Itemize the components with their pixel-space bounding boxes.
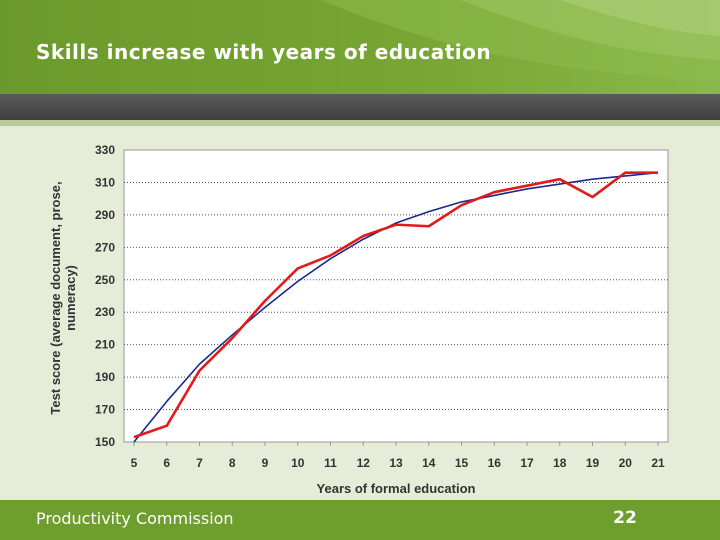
footer-organization: Productivity Commission	[36, 509, 234, 528]
x-tick-label: 5	[131, 456, 138, 470]
x-tick-label: 17	[520, 456, 534, 470]
y-tick-label: 330	[95, 143, 115, 157]
y-tick-label: 150	[95, 435, 115, 449]
x-tick-label: 18	[553, 456, 567, 470]
slide-header: Skills increase with years of education	[0, 0, 720, 94]
x-tick-label: 21	[651, 456, 665, 470]
x-tick-label: 20	[619, 456, 633, 470]
slide-footer: Productivity Commission 22	[0, 500, 720, 540]
actual-series-line	[133, 171, 658, 439]
y-tick-label: 190	[95, 370, 115, 384]
plot-area	[123, 149, 669, 443]
y-axis-label-line-2: numeracy)	[63, 265, 78, 331]
header-divider-band	[0, 94, 720, 120]
y-tick-label: 210	[95, 338, 115, 352]
slide-title: Skills increase with years of education	[36, 40, 492, 64]
header-swoosh-decoration	[320, 0, 720, 82]
header-divider-stripe	[0, 120, 720, 126]
x-tick-label: 14	[422, 456, 436, 470]
y-tick-label: 270	[95, 240, 115, 254]
x-tick-label: 10	[291, 456, 305, 470]
x-tick-label: 12	[357, 456, 371, 470]
line-chart: 150 170 190 210 230 250 270 290 310 330 5 6 7 8 9 10 11…	[48, 143, 669, 496]
x-tick-label: 15	[455, 456, 469, 470]
x-tick-label: 13	[389, 456, 403, 470]
y-tick-label: 310	[95, 175, 115, 189]
page-number: 22	[613, 508, 637, 528]
x-tick-label: 6	[163, 456, 170, 470]
x-tick-label: 16	[488, 456, 502, 470]
x-tick-label: 7	[196, 456, 203, 470]
x-tick-label: 9	[262, 456, 269, 470]
y-tick-label: 290	[95, 208, 115, 222]
x-axis-label: Years of formal education	[317, 481, 476, 496]
x-tick-label: 11	[324, 456, 337, 470]
y-tick-label: 230	[95, 305, 115, 319]
y-tick-label: 170	[95, 403, 115, 417]
x-tick-label: 8	[229, 456, 236, 470]
y-axis-label-line-1: Test score (average document, prose,	[48, 181, 63, 414]
x-tick-label: 19	[586, 456, 600, 470]
chart-area: 150 170 190 210 230 250 270 290 310 330 5 6 7 8 9 10 11…	[0, 126, 720, 500]
y-tick-label: 250	[95, 273, 115, 287]
trend-series-line	[133, 171, 659, 443]
